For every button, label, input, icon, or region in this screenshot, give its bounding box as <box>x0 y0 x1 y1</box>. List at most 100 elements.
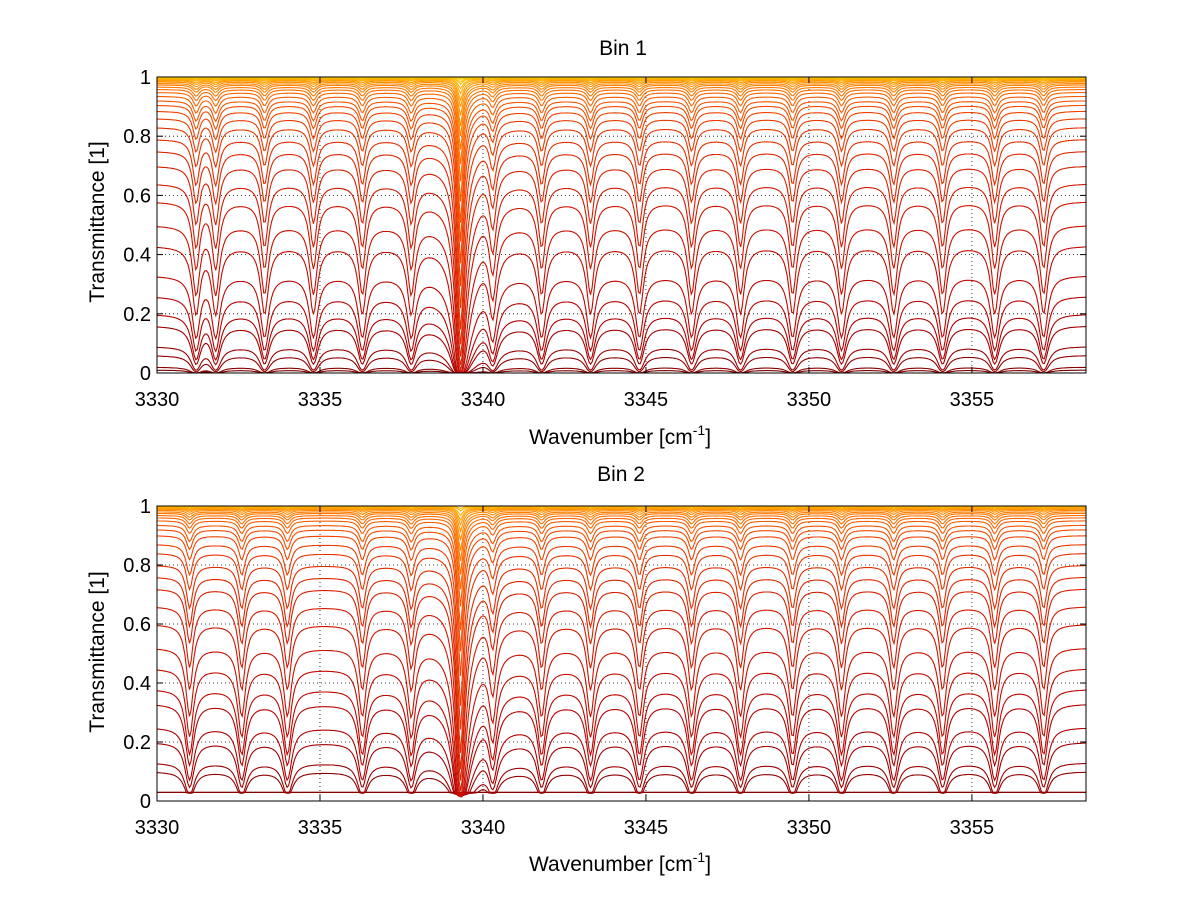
transmittance-series <box>156 95 1086 202</box>
transmittance-series <box>156 314 1086 374</box>
x-axis-label: Wavenumber [cm-1] <box>529 849 711 876</box>
transmittance-series <box>156 742 1086 795</box>
x-tick-label: 3330 <box>135 389 180 411</box>
transmittance-series <box>157 507 1086 522</box>
transmittance-series <box>157 84 1086 137</box>
transmittance-series <box>157 77 1086 90</box>
transmittance-series <box>157 544 1086 706</box>
transmittance-series <box>157 118 1086 287</box>
transmittance-series <box>157 512 1086 561</box>
transmittance-series <box>157 771 1086 794</box>
x-tick-label: 3330 <box>135 817 180 839</box>
transmittance-series <box>156 689 1087 797</box>
y-tick-label: 0.8 <box>123 555 151 577</box>
chart-title: Bin 1 <box>599 37 647 60</box>
transmittance-series <box>156 355 1086 374</box>
transmittance-series <box>157 104 1086 242</box>
transmittance-series <box>157 517 1086 590</box>
transmittance-series <box>156 553 1086 730</box>
transmittance-series <box>157 86 1086 150</box>
x-axis-label-close: ] <box>705 853 711 876</box>
transmittance-series <box>157 127 1087 309</box>
x-axis-label: Wavenumber [cm-1] <box>529 422 711 449</box>
x-axis-label-main: Wavenumber [cm <box>529 853 693 876</box>
y-tick-label: 1 <box>140 67 151 89</box>
axes-frame <box>156 505 1087 802</box>
transmittance-series <box>156 565 1086 753</box>
transmittance-series <box>156 588 1086 781</box>
transmittance-series <box>157 524 1086 631</box>
transmittance-series <box>156 346 1086 374</box>
transmittance-series <box>156 648 1087 798</box>
transmittance-series <box>156 151 1087 345</box>
transmittance-series <box>156 92 1086 182</box>
y-tick-label: 0 <box>140 791 151 813</box>
y-tick-label: 0.8 <box>123 126 151 148</box>
x-tick-label: 3355 <box>950 817 995 839</box>
transmittance-series <box>157 576 1086 770</box>
y-tick-label: 0.6 <box>123 614 151 636</box>
transmittance-series <box>157 80 1086 108</box>
transmittance-series <box>156 225 1086 373</box>
transmittance-series <box>156 704 1086 796</box>
transmittance-series <box>157 514 1087 575</box>
transmittance-series <box>156 668 1086 797</box>
transmittance-series <box>157 201 1086 372</box>
y-tick-label: 0.6 <box>123 185 151 207</box>
x-tick-label: 3340 <box>461 817 506 839</box>
transmittance-series <box>157 100 1087 223</box>
transmittance-series <box>157 535 1086 676</box>
axes-frame <box>156 76 1087 374</box>
transmittance-series <box>157 506 1086 517</box>
transmittance-series <box>157 89 1086 165</box>
x-axis-label-superscript: -1 <box>693 849 706 865</box>
x-tick-label: 3350 <box>787 817 832 839</box>
transmittance-series <box>156 606 1087 791</box>
y-tick-label: 0 <box>140 363 151 385</box>
transmittance-series <box>157 508 1086 534</box>
transmittance-series <box>157 509 1086 541</box>
transmittance-series <box>157 83 1086 127</box>
y-tick-label: 1 <box>140 496 151 518</box>
y-tick-label: 0.2 <box>123 304 151 326</box>
chart-panel-bin-2: Bin 2 3330 3335 3340 3345 3350 3355 0 0.2 0.4 0.6… <box>86 463 1087 876</box>
transmittance-series <box>156 326 1087 374</box>
plot-area: 3330 3335 3340 3345 3350 3355 0 0.2 0.4 0.6 0.8 1 <box>123 67 1087 411</box>
transmittance-series <box>157 507 1086 527</box>
x-tick-label: 3335 <box>298 817 343 839</box>
transmittance-series <box>156 183 1087 366</box>
transmittance-series <box>157 78 1086 95</box>
transmittance-series <box>157 81 1086 116</box>
x-axis-label-main: Wavenumber [cm <box>529 426 693 449</box>
x-axis-label-close: ] <box>705 426 711 449</box>
x-tick-label: 3350 <box>787 389 832 411</box>
x-tick-label: 3355 <box>950 389 995 411</box>
chart-panel-bin-1: Bin 1 3330 3335 3340 3345 3350 3355 0 0.2 0.4 0.6… <box>86 37 1087 449</box>
x-axis-label-superscript: -1 <box>693 422 706 438</box>
transmittance-series <box>156 624 1087 797</box>
transmittance-series <box>156 166 1087 357</box>
transmittance-series <box>156 762 1087 794</box>
y-tick-label: 0.2 <box>123 732 151 754</box>
transmittance-series <box>157 139 1086 330</box>
y-axis-label: Transmittance [1] <box>86 571 109 732</box>
plot-area: 3330 3335 3340 3345 3350 3355 0 0.2 0.4 0.6 0.8 1 <box>123 496 1087 839</box>
transmittance-series <box>157 511 1086 551</box>
chart-title: Bin 2 <box>597 463 645 486</box>
transmittance-series <box>157 110 1086 264</box>
transmittance-series <box>156 727 1087 795</box>
transmittance-series <box>157 529 1086 652</box>
y-axis-label: Transmittance [1] <box>86 141 109 302</box>
x-tick-label: 3345 <box>624 389 669 411</box>
transmittance-series <box>157 520 1086 607</box>
transmittance-series <box>157 79 1086 102</box>
x-tick-label: 3345 <box>624 817 669 839</box>
transmittance-series <box>156 246 1087 374</box>
x-tick-label: 3335 <box>298 389 343 411</box>
transmittance-series <box>156 296 1087 374</box>
x-tick-label: 3340 <box>461 389 506 411</box>
y-tick-label: 0.4 <box>123 245 151 267</box>
transmittance-series <box>156 275 1087 374</box>
y-tick-label: 0.4 <box>123 673 151 695</box>
